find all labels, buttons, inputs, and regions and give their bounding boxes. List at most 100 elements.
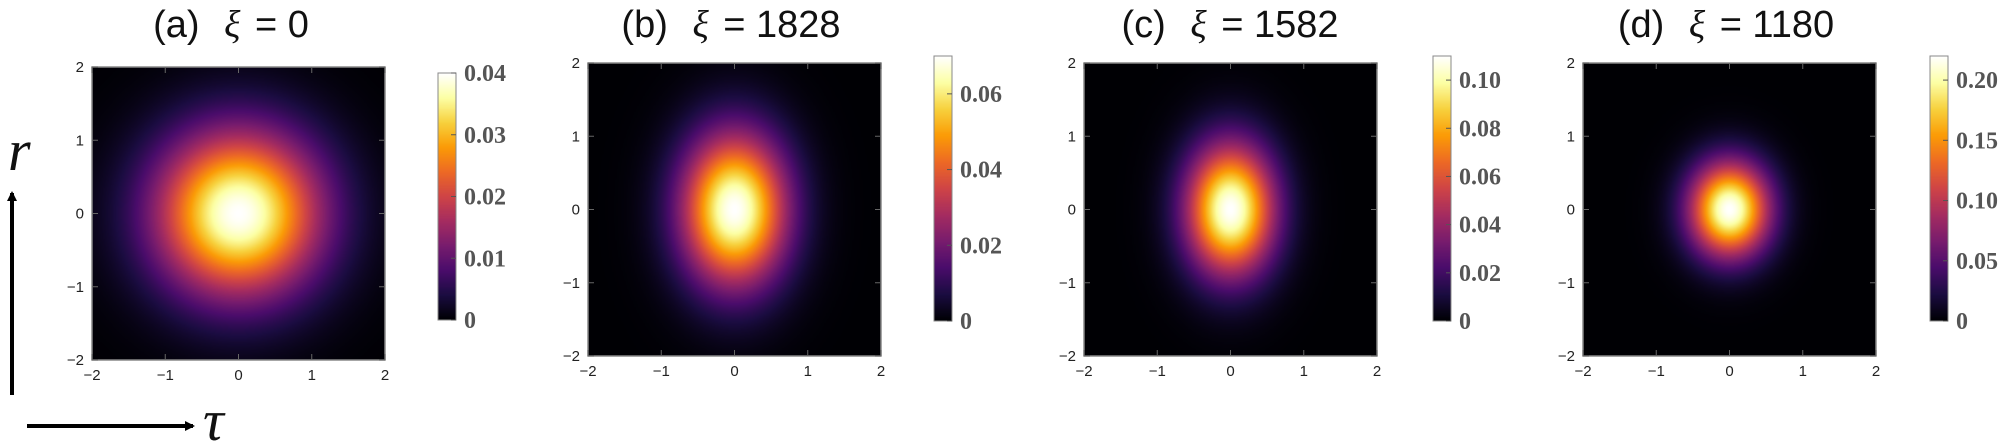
x-tick-label: 0: [1725, 363, 1733, 380]
panel-c: (c) ξ = 1582 −2 −1 0 1 2 2 1 0 −1 −2 0 0.02 0.04 0.…: [1059, 4, 1501, 380]
x-tick-label: 2: [877, 363, 885, 380]
colorbar-tick-label: 0.04: [464, 61, 506, 87]
panel-a: (a) ξ = 0 −2 −1 0 1 2 210−1−2 00.010.020.030…: [67, 4, 506, 384]
colorbar-ticks: 0 0.05 0.10 0.15 0.20: [1943, 68, 1998, 335]
x-tick-label: −1: [157, 367, 174, 384]
colorbar: [934, 56, 952, 321]
colorbar-ticks: 0 0.02 0.04 0.06: [947, 82, 1002, 335]
colorbar-tick-label: 0.02: [960, 233, 1002, 259]
x-ticks: −2 −1 0 1 2: [83, 67, 389, 384]
y-tick-label: 2: [572, 55, 580, 72]
y-ticks: 2 1 0 −1 −2: [1558, 55, 1876, 365]
colorbar: [1930, 56, 1948, 321]
colorbar-frame: [1929, 55, 1949, 322]
y-tick-label: 0: [1068, 202, 1076, 219]
vertical-axis-label: r: [8, 118, 31, 183]
colorbar-tick-label: 0: [1459, 309, 1471, 335]
x-tick-label: −2: [83, 367, 100, 384]
x-tick-label: 2: [1872, 363, 1880, 380]
y-tick-label: 1: [76, 132, 84, 149]
colorbar-tick-label: 0.06: [1459, 164, 1501, 190]
horizontal-axis-label: τ: [203, 388, 226, 441]
x-tick-label: 0: [730, 363, 738, 380]
xi-value: = 1828: [723, 4, 840, 46]
xi-symbol: ξ: [1689, 4, 1706, 46]
colorbar-tick-label: 0.04: [960, 158, 1002, 184]
colorbar-tick-label: 0.10: [1459, 68, 1501, 94]
colorbar-frame: [933, 55, 953, 322]
y-tick-label: −2: [1059, 348, 1076, 365]
x-tick-label: 2: [1373, 363, 1381, 380]
axis-indicator: r τ: [6, 118, 226, 441]
x-tick-label: −1: [1149, 363, 1166, 380]
panel-b: (b) ξ = 1828 −2 −1 0 1 2 2 1 0 −1 −2 0 0.02 0.04 0.…: [563, 4, 1002, 380]
y-tick-label: 2: [1068, 55, 1076, 72]
y-tick-label: −2: [1558, 348, 1575, 365]
panel-title: (b) ξ = 1828: [621, 4, 840, 46]
xi-value: = 1582: [1221, 4, 1338, 46]
heatmap-image: [1084, 63, 1377, 356]
x-tick-label: 0: [234, 367, 242, 384]
colorbar-tick-label: 0.01: [464, 246, 506, 272]
y-tick-label: 2: [1567, 55, 1575, 72]
y-tick-label: 0: [1567, 202, 1575, 219]
colorbar-tick-label: 0: [464, 308, 476, 334]
y-tick-label: −2: [563, 348, 580, 365]
y-tick-label: 2: [76, 59, 84, 76]
y-tick-label: 1: [1068, 128, 1076, 145]
colorbar-tick-label: 0.04: [1459, 213, 1501, 239]
x-tick-label: 2: [381, 367, 389, 384]
x-ticks: −2 −1 0 1 2: [1075, 63, 1381, 380]
x-tick-label: −2: [579, 363, 596, 380]
colorbar-tick-label: 0.02: [1459, 261, 1501, 287]
xi-symbol: ξ: [224, 4, 241, 46]
heatmap-image: [588, 63, 881, 356]
colorbar-tick-label: 0.05: [1956, 249, 1998, 275]
x-tick-label: 0: [1226, 363, 1234, 380]
y-tick-label: 0: [76, 206, 84, 223]
colorbar-tick-label: 0.03: [464, 123, 506, 149]
colorbar-tick-label: 0.15: [1956, 128, 1998, 154]
colorbar-tick-label: 0.20: [1956, 68, 1998, 94]
y-tick-label: 1: [572, 128, 580, 145]
xi-value: = 1180: [1720, 4, 1834, 46]
panel-label: (d): [1618, 4, 1664, 46]
y-tick-label: −1: [563, 275, 580, 292]
heatmap-image: [92, 67, 385, 360]
colorbar-tick-label: 0: [960, 309, 972, 335]
panel-label: (b): [621, 4, 667, 46]
y-tick-label: 0: [572, 202, 580, 219]
colorbar: [1433, 56, 1451, 321]
x-ticks: −2 −1 0 1 2: [1574, 63, 1880, 380]
colorbar-tick-label: 0: [1956, 309, 1968, 335]
colorbar-ticks: 0 0.01 0.02 0.03 0.04: [451, 61, 506, 334]
y-tick-label: −1: [67, 279, 84, 296]
xi-symbol: ξ: [1190, 4, 1207, 46]
xi-symbol: ξ: [692, 4, 709, 46]
x-ticks: −2 −1 0 1 2: [579, 63, 885, 380]
panel-d: (d) ξ = 1180 −2 −1 0 1 2 2 1 0 −1 −2 0 0.05 0.10 0.…: [1558, 4, 1998, 380]
colorbar-tick-label: 0.02: [464, 185, 506, 211]
colorbar-tick-label: 0.10: [1956, 189, 1998, 215]
x-tick-label: 1: [1799, 363, 1807, 380]
panel-label: (c): [1121, 4, 1165, 46]
colorbar-frame: [1432, 55, 1452, 322]
panel-label: (a): [153, 4, 199, 46]
colorbar-tick-label: 0.08: [1459, 116, 1501, 142]
y-ticks: 2 1 0 −1 −2: [1059, 55, 1377, 365]
x-tick-label: 1: [308, 367, 316, 384]
y-ticks: 2 1 0 −1 −2: [67, 59, 385, 369]
xi-value: = 0: [255, 4, 309, 46]
y-tick-label: −1: [1059, 275, 1076, 292]
x-tick-label: −1: [1648, 363, 1665, 380]
x-tick-label: −2: [1574, 363, 1591, 380]
panel-title: (a) ξ = 0: [153, 4, 309, 46]
y-ticks: 2 1 0 −1 −2: [563, 55, 881, 365]
y-tick-label: 1: [1567, 128, 1575, 145]
y-tick-label: −2: [67, 352, 84, 369]
x-tick-label: 1: [804, 363, 812, 380]
colorbar-tick-label: 0.06: [960, 82, 1002, 108]
x-tick-label: −1: [653, 363, 670, 380]
y-tick-label: −1: [1558, 275, 1575, 292]
